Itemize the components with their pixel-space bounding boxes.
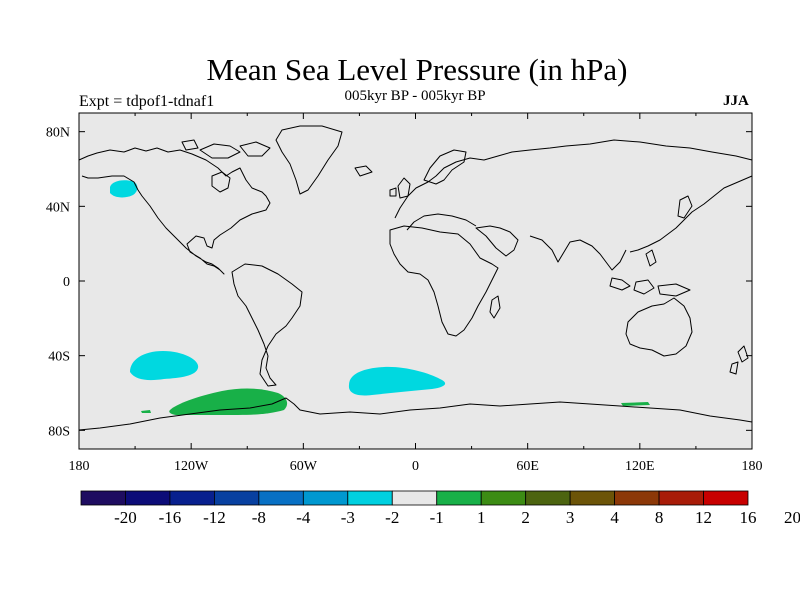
lat-tick-label: 40S: [48, 350, 70, 365]
lon-tick-label: 180: [69, 459, 90, 474]
colorbar-label: -12: [203, 508, 226, 527]
colorbar-label: 8: [655, 508, 664, 527]
lon-tick-label: 120E: [625, 459, 655, 474]
lon-tick-label: 120W: [174, 459, 209, 474]
map-background: [79, 113, 752, 449]
colorbar-swatch: [302, 490, 349, 506]
coast-arabia: [475, 225, 519, 257]
colorbar-swatch: [525, 490, 571, 506]
anomaly-layer: [110, 180, 650, 415]
anomaly-north-pacific-negative: [110, 180, 138, 198]
colorbar-swatch: [569, 490, 616, 506]
coast-hudson-bay: [211, 171, 231, 193]
anomaly-southern-ocean-positive: [169, 388, 288, 415]
colorbar-label: 1: [477, 508, 486, 527]
coast-east-asia: [565, 139, 753, 253]
anomaly-southern-ocean-positive-small-east: [621, 402, 650, 406]
colorbar-swatch: [80, 490, 126, 506]
season-label: JJA: [723, 93, 749, 109]
colorbar-swatch: [169, 490, 215, 506]
anomaly-south-atlantic-negative: [348, 366, 446, 396]
colorbar-swatch: [658, 490, 704, 506]
map-subtitle: 005kyr BP - 005kyr BP: [344, 88, 486, 104]
coast-greenland: [275, 125, 343, 195]
experiment-label: Expt = tdpof1-tdnaf1: [79, 93, 215, 110]
anomaly-south-pacific-negative: [130, 351, 199, 381]
lon-tick-label: 0: [412, 459, 419, 474]
colorbar-label: -3: [341, 508, 355, 527]
coast-new-zealand: [729, 345, 749, 375]
colorbar-swatch: [703, 490, 749, 506]
colorbar-label: 2: [521, 508, 530, 527]
colorbar-label: 16: [740, 508, 757, 527]
coast-madagascar: [489, 295, 501, 319]
colorbar-swatch: [213, 490, 260, 506]
colorbar-swatch: [258, 490, 304, 506]
lon-tick-label: 180: [742, 459, 763, 474]
colorbar-label: 3: [566, 508, 575, 527]
colorbar-label: 20: [784, 508, 800, 527]
coast-australia: [625, 297, 693, 357]
colorbar-label: -16: [159, 508, 182, 527]
coast-british-isles: [389, 177, 411, 199]
coast-antarctica: [78, 397, 753, 431]
coast-north-america: [78, 147, 271, 275]
colorbar: -20 -16 -12 -8 -4 -3 -2 -1 1 2 3 4 8 12 16 20: [80, 490, 800, 527]
page-title: Mean Sea Level Pressure (in hPa): [206, 52, 628, 87]
colorbar-swatch: [347, 490, 393, 506]
coast-scandinavia: [423, 149, 467, 185]
lat-tick-label: 0: [63, 275, 70, 290]
colorbar-swatch: [614, 490, 660, 506]
coast-india: [529, 235, 627, 271]
coast-japan: [677, 195, 693, 219]
coast-africa: [389, 225, 499, 337]
colorbar-label: -2: [385, 508, 399, 527]
lon-tick-label: 60W: [290, 459, 318, 474]
colorbar-label: 4: [610, 508, 619, 527]
colorbar-swatch: [480, 490, 527, 506]
colorbar-label: 12: [695, 508, 712, 527]
colorbar-swatch: [125, 490, 171, 506]
colorbar-label: -4: [296, 508, 311, 527]
coast-south-america: [231, 263, 303, 387]
colorbar-label: -1: [430, 508, 444, 527]
lat-tick-label: 40N: [46, 200, 70, 215]
anomaly-southern-ocean-positive-small-west: [141, 410, 151, 413]
colorbar-label: -8: [252, 508, 266, 527]
coast-iceland: [354, 165, 373, 177]
coastlines: [78, 125, 753, 431]
lon-tick-label: 60E: [516, 459, 539, 474]
coast-se-asia-islands: [609, 249, 691, 297]
colorbar-label: -20: [114, 508, 137, 527]
lat-tick-label: 80S: [48, 424, 70, 439]
colorbar-swatch: [436, 490, 482, 506]
colorbar-swatch: [391, 490, 438, 506]
coast-arctic-islands: [181, 139, 271, 159]
map-axes: 180 120W 60W 0 60E 120E 180 80N 40N 0 40S 80S: [46, 113, 763, 474]
lat-tick-label: 80N: [46, 126, 70, 141]
coast-europe: [394, 145, 567, 231]
